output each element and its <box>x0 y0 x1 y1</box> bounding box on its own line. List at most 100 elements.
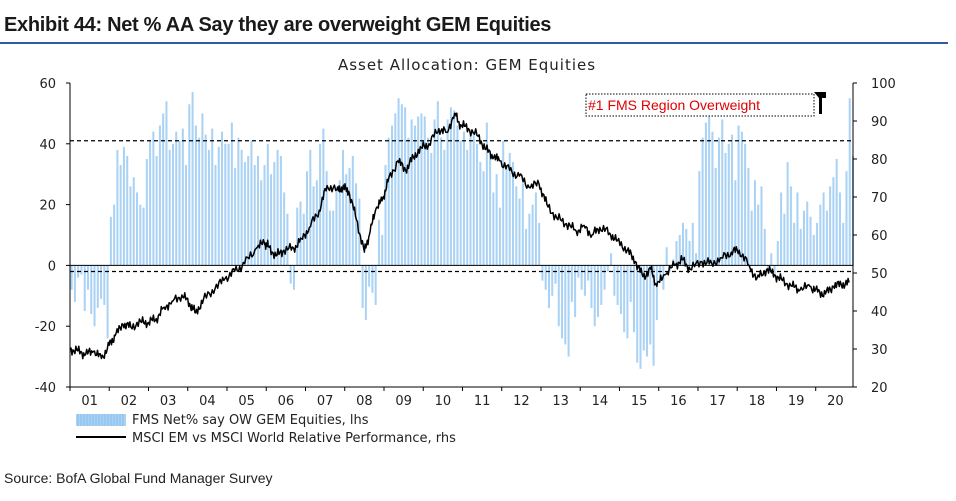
bar <box>489 155 492 266</box>
bar <box>688 241 691 266</box>
bar <box>292 265 295 290</box>
bar <box>299 201 302 266</box>
x-tick-label: 17 <box>709 394 726 409</box>
bar <box>789 186 792 266</box>
bar <box>96 265 99 308</box>
bar <box>214 165 217 266</box>
bar <box>835 159 838 266</box>
bar <box>518 198 521 266</box>
bar <box>623 265 626 333</box>
chart-title: Asset Allocation: GEM Equities <box>338 56 596 74</box>
legend-line-label: MSCI EM vs MSCI World Relative Performan… <box>132 431 456 446</box>
bar <box>531 204 534 266</box>
bar <box>564 265 567 345</box>
bar <box>610 253 613 266</box>
bar <box>387 137 390 266</box>
bar <box>780 192 783 266</box>
bar <box>129 186 132 266</box>
bar <box>685 228 688 266</box>
bar <box>776 241 779 266</box>
bar <box>521 183 524 266</box>
x-tick-label: 02 <box>121 394 138 409</box>
bar <box>731 134 734 266</box>
bar <box>358 198 361 266</box>
y-left-tick-label: 60 <box>39 77 56 92</box>
bar <box>119 165 122 266</box>
bar <box>410 119 413 266</box>
bar <box>227 143 230 266</box>
bar <box>541 265 544 281</box>
bar <box>433 119 436 266</box>
bar <box>809 216 812 266</box>
bar <box>253 165 256 266</box>
bar <box>332 210 335 266</box>
bar <box>459 140 462 266</box>
bar <box>430 152 433 266</box>
bar <box>256 155 260 266</box>
bar <box>590 265 593 308</box>
bar <box>629 265 632 302</box>
bar <box>616 265 619 305</box>
bar <box>476 143 479 266</box>
bar <box>368 265 371 287</box>
bar <box>695 253 698 266</box>
bar <box>116 149 119 266</box>
y-right-tick-label: 70 <box>871 191 888 206</box>
bar <box>149 140 152 266</box>
bar <box>783 213 786 266</box>
bar <box>73 265 76 302</box>
y-left-tick-label: -40 <box>35 381 56 396</box>
x-tick-label: 14 <box>592 394 609 409</box>
bar <box>515 186 518 266</box>
bar <box>234 168 237 266</box>
x-tick-label: 10 <box>435 394 452 409</box>
bar <box>338 180 341 266</box>
bar <box>534 192 537 266</box>
bar <box>829 186 832 266</box>
line-series <box>69 112 850 360</box>
bar <box>492 192 495 266</box>
bar <box>825 210 828 266</box>
bar <box>283 192 286 266</box>
bar <box>538 222 541 266</box>
bar <box>103 265 106 305</box>
bar <box>211 128 214 266</box>
bar <box>394 113 397 266</box>
bar <box>145 159 148 266</box>
x-tick-label: 04 <box>199 394 216 409</box>
bar <box>221 131 224 266</box>
bar <box>348 168 351 266</box>
bar <box>260 180 263 266</box>
bar <box>309 149 312 266</box>
bar <box>472 131 475 266</box>
bar <box>606 265 609 272</box>
bar <box>511 162 515 266</box>
bar <box>325 171 328 266</box>
bar <box>436 101 439 266</box>
bar <box>168 149 171 266</box>
bar <box>626 265 629 339</box>
x-tick-label: 08 <box>356 394 373 409</box>
bar <box>551 265 554 296</box>
x-tick-label: 11 <box>474 394 491 409</box>
bar <box>126 155 129 266</box>
bar <box>426 137 430 266</box>
bar <box>312 186 315 266</box>
bar <box>230 122 233 266</box>
bar <box>420 113 423 266</box>
x-tick-label: 12 <box>513 394 530 409</box>
bar <box>587 265 590 281</box>
bar <box>681 222 685 266</box>
bar <box>708 113 711 266</box>
bar <box>400 104 403 266</box>
bar <box>345 174 348 266</box>
x-tick-label: 09 <box>395 394 412 409</box>
tick-labels: 60 40 20 0 -20 -40 100 90 80 70 60 50 40 30 20 01 02 03 04… <box>35 77 896 409</box>
bar <box>816 222 819 266</box>
exhibit-title: Exhibit 44: Net % AA Say they are overwe… <box>4 14 552 36</box>
bar <box>109 216 112 266</box>
bar <box>70 265 73 290</box>
bar <box>462 131 465 266</box>
bar <box>397 98 400 266</box>
